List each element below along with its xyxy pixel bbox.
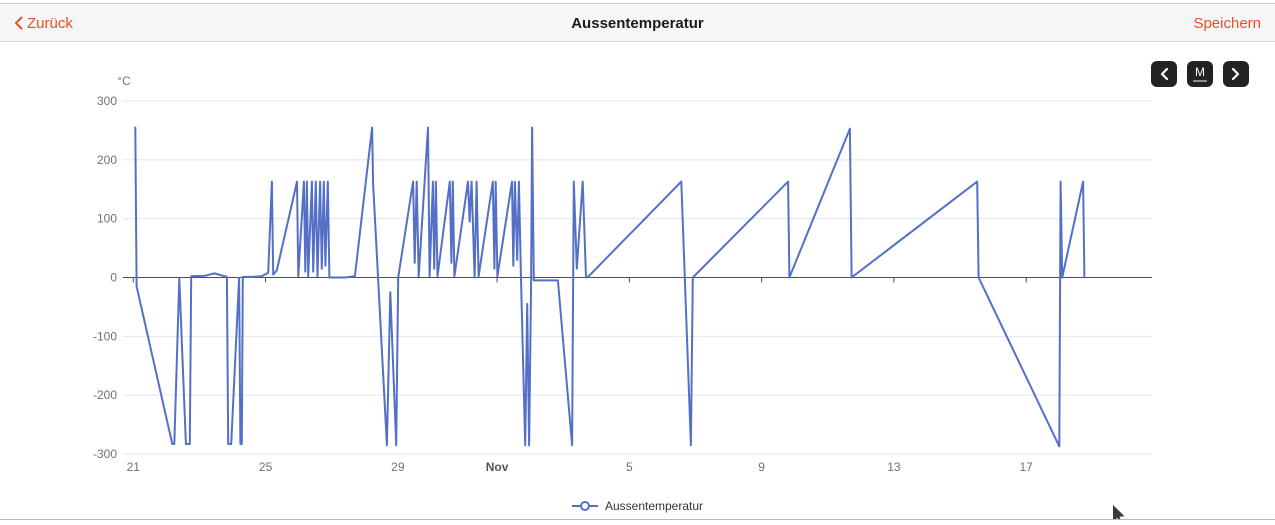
temperature-series-line (134, 126, 1086, 448)
page-title: Aussentemperatur (571, 14, 704, 32)
period-nav: M (1151, 61, 1249, 87)
x-axis-label: 29 (391, 460, 405, 474)
chart-area[interactable]: 300 200 100 0 -100 -200 -300 °C 21 25 29 Nov 5 9 13 17 (0, 43, 1275, 519)
y-axis-label: 300 (97, 94, 117, 108)
x-axis-label: 21 (127, 460, 141, 474)
chevron-left-icon (15, 16, 23, 30)
x-axis-label: Nov (486, 460, 509, 474)
back-button[interactable]: Zurück (14, 4, 73, 42)
legend-item-aussentemperatur[interactable]: Aussentemperatur (0, 499, 1275, 513)
bottom-divider (0, 519, 1275, 520)
y-axis-label: -200 (93, 388, 117, 402)
temperature-chart[interactable]: 300 200 100 0 -100 -200 -300 °C 21 25 29 Nov 5 9 13 17 (0, 43, 1275, 519)
mouse-cursor-icon (1113, 505, 1125, 519)
x-axis-label: 9 (758, 460, 765, 474)
x-axis-label: 5 (626, 460, 633, 474)
y-axis-label: -300 (93, 447, 117, 461)
y-axis-label: 200 (97, 153, 117, 167)
y-axis-label: 0 (110, 271, 117, 285)
save-button[interactable]: Speichern (1193, 14, 1261, 32)
back-button-label: Zurück (27, 14, 73, 32)
x-axis-label: 17 (1020, 460, 1034, 474)
y-axis-label: -100 (93, 329, 117, 343)
legend-line-marker-icon (571, 501, 598, 511)
header-bar: Zurück Aussentemperatur Speichern (0, 4, 1275, 42)
period-mode-button[interactable]: M (1187, 61, 1213, 87)
x-axis-label: 25 (259, 460, 273, 474)
y-axis-label: 100 (97, 212, 117, 226)
next-period-button[interactable] (1223, 61, 1249, 87)
prev-period-button[interactable] (1151, 61, 1177, 87)
top-divider (0, 3, 1275, 4)
x-axis-label: 13 (887, 460, 901, 474)
period-mode-label: M (1193, 66, 1207, 82)
legend-label: Aussentemperatur (604, 499, 704, 513)
chevron-right-icon (1231, 67, 1240, 81)
chevron-left-icon (1160, 67, 1169, 81)
y-axis-unit: °C (117, 74, 131, 88)
